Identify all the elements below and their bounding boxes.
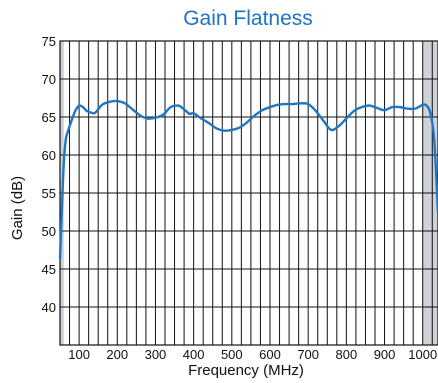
x-tick-label: 300 bbox=[145, 347, 167, 362]
x-tick-label: 1000 bbox=[408, 347, 437, 362]
x-axis-label: Frequency (MHz) bbox=[188, 362, 304, 379]
y-axis-label: Gain (dB) bbox=[9, 176, 26, 240]
y-tick-label: 60 bbox=[42, 148, 56, 163]
x-tick-label: 400 bbox=[183, 347, 205, 362]
x-tick-labels: 100 200 300 400 500 600 700 800 900 1000 bbox=[68, 347, 437, 362]
x-tick-label: 500 bbox=[221, 347, 243, 362]
x-tick-label: 100 bbox=[68, 347, 90, 362]
y-tick-label: 45 bbox=[42, 262, 56, 277]
series-layer bbox=[60, 101, 438, 259]
y-tick-label: 70 bbox=[42, 72, 56, 87]
y-tick-label: 75 bbox=[42, 34, 56, 49]
y-tick-label: 65 bbox=[42, 110, 56, 125]
chart-title: Gain Flatness bbox=[183, 7, 313, 30]
x-tick-label: 700 bbox=[297, 347, 319, 362]
y-tick-label: 50 bbox=[42, 224, 56, 239]
y-tick-label: 55 bbox=[42, 186, 56, 201]
y-tick-labels: 40 45 50 55 60 65 70 75 bbox=[42, 34, 56, 315]
x-tick-label: 800 bbox=[336, 347, 358, 362]
x-tick-label: 200 bbox=[106, 347, 128, 362]
y-tick-label: 40 bbox=[42, 300, 56, 315]
series-line-0 bbox=[60, 101, 438, 259]
grid-lines bbox=[60, 41, 438, 345]
x-tick-label: 900 bbox=[374, 347, 396, 362]
x-tick-label: 600 bbox=[259, 347, 281, 362]
